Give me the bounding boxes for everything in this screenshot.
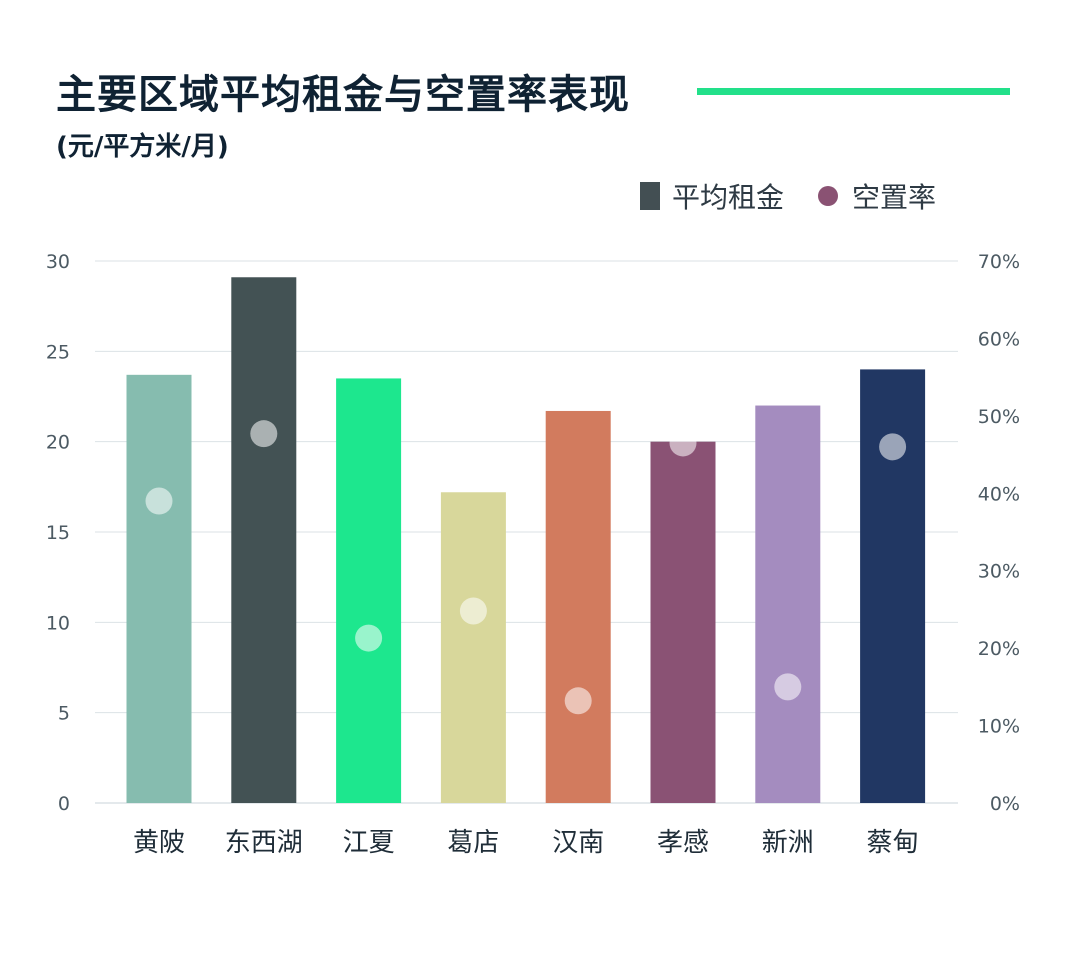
legend: 平均租金 空置率 bbox=[640, 176, 936, 216]
y-right-tick-label: 30% bbox=[978, 561, 1020, 583]
rent-bar bbox=[755, 405, 821, 803]
left-axis-ticks: 0 5 10 15 20 25 30 bbox=[46, 251, 70, 815]
vacancy-points bbox=[145, 420, 907, 715]
y-right-tick-label: 70% bbox=[978, 251, 1020, 273]
rent-bar bbox=[336, 378, 402, 803]
category-label: 汉南 bbox=[552, 828, 604, 858]
rent-bar bbox=[231, 277, 297, 803]
y-right-tick-label: 40% bbox=[978, 483, 1020, 505]
category-label: 蔡甸 bbox=[867, 828, 919, 858]
right-axis-ticks: 0% 10% 20% 30% 40% 50% 60% 70% bbox=[978, 251, 1020, 815]
rent-bar bbox=[650, 441, 716, 803]
y-left-tick-label: 25 bbox=[46, 341, 70, 363]
y-left-tick-label: 5 bbox=[58, 703, 70, 725]
category-label: 葛店 bbox=[447, 828, 499, 858]
legend-vacancy-swatch bbox=[818, 186, 839, 206]
y-left-tick-label: 30 bbox=[46, 251, 70, 273]
vacancy-point bbox=[879, 433, 907, 461]
gridlines bbox=[95, 260, 958, 804]
y-left-tick-label: 0 bbox=[58, 793, 70, 815]
rent-bars bbox=[126, 277, 926, 803]
chart-unit-subtitle: (元/平方米/月) bbox=[56, 132, 229, 162]
category-label: 黄陂 bbox=[133, 828, 185, 858]
y-right-tick-label: 20% bbox=[978, 638, 1020, 660]
vacancy-point bbox=[145, 487, 173, 515]
y-right-tick-label: 0% bbox=[990, 793, 1020, 815]
rent-bar bbox=[126, 374, 192, 803]
vacancy-point bbox=[459, 597, 487, 625]
category-label: 江夏 bbox=[343, 828, 395, 858]
vacancy-point bbox=[355, 624, 383, 652]
category-label: 新洲 bbox=[762, 828, 814, 858]
rent-bar bbox=[440, 492, 506, 803]
category-labels: 黄陂 东西湖 江夏 葛店 汉南 孝感 新洲 蔡甸 bbox=[133, 828, 919, 858]
legend-vacancy-label: 空置率 bbox=[852, 181, 937, 214]
vacancy-point bbox=[669, 429, 697, 457]
category-label: 东西湖 bbox=[225, 828, 303, 858]
legend-rent-label: 平均租金 bbox=[672, 181, 785, 214]
rent-bar bbox=[545, 410, 611, 803]
vacancy-point bbox=[564, 687, 592, 715]
vacancy-point bbox=[774, 673, 802, 701]
legend-rent-swatch bbox=[640, 182, 660, 210]
y-left-tick-label: 10 bbox=[46, 612, 70, 634]
y-left-tick-label: 20 bbox=[46, 432, 70, 454]
chart-title: 主要区域平均租金与空置率表现 bbox=[56, 72, 630, 118]
y-right-tick-label: 60% bbox=[978, 328, 1020, 350]
y-right-tick-label: 10% bbox=[978, 716, 1020, 738]
title-accent-line bbox=[697, 88, 1010, 95]
vacancy-point bbox=[250, 420, 278, 448]
y-right-tick-label: 50% bbox=[978, 406, 1020, 428]
y-left-tick-label: 15 bbox=[46, 522, 70, 544]
category-label: 孝感 bbox=[657, 828, 709, 858]
